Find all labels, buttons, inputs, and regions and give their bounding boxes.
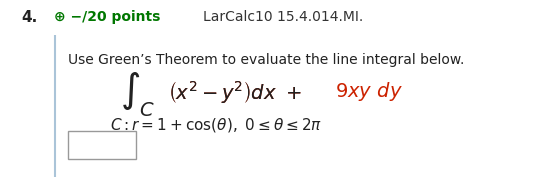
Text: $\left(x^2 - y^2\right) dx\ +\ $: $\left(x^2 - y^2\right) dx\ +\ $	[168, 79, 301, 104]
FancyBboxPatch shape	[68, 131, 136, 159]
Text: $\left(x^2 - y^2\right)dx\ +\ $: $\left(x^2 - y^2\right)dx\ +\ $	[168, 79, 301, 104]
Text: LarCalc10 15.4.014.MI.: LarCalc10 15.4.014.MI.	[203, 10, 364, 24]
Text: Use Green’s Theorem to evaluate the line integral below.: Use Green’s Theorem to evaluate the line…	[68, 53, 464, 67]
Text: $C: r = 1 + \cos(\theta),\ 0 \leq \theta \leq 2\pi$: $C: r = 1 + \cos(\theta),\ 0 \leq \theta…	[110, 116, 323, 133]
Text: $\int_C$: $\int_C$	[120, 70, 156, 119]
Text: $9xy\ dy$: $9xy\ dy$	[335, 80, 403, 103]
Text: 4.: 4.	[21, 10, 37, 25]
Text: ⊕ −/20 points: ⊕ −/20 points	[54, 10, 160, 24]
